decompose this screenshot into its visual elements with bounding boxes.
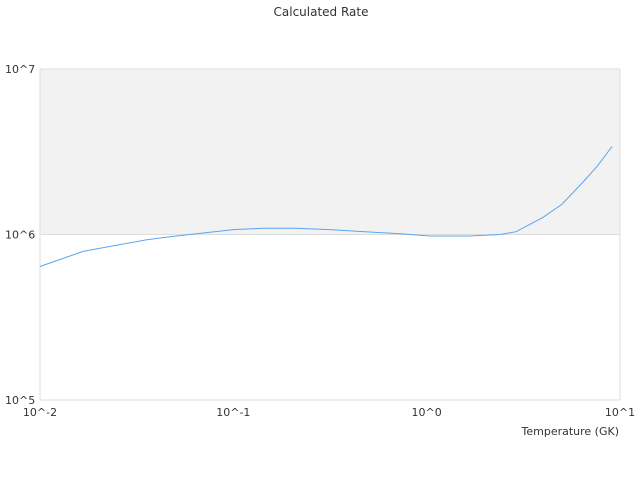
shaded-band	[40, 69, 620, 235]
tick-labels: 10^5 10^6 10^7 10^-2 10^-1 10^0 10^1	[5, 63, 635, 419]
x-tick-label: 10^0	[412, 406, 442, 419]
grid	[39, 68, 621, 401]
chart-title: Calculated Rate	[274, 5, 369, 19]
x-tick-label: 10^-2	[23, 406, 57, 419]
x-tick-label: 10^-1	[216, 406, 250, 419]
x-axis-label: Temperature (GK)	[521, 425, 620, 438]
y-tick-label: 10^5	[5, 394, 35, 407]
series-line	[39, 146, 613, 267]
y-tick-label: 10^7	[5, 63, 35, 76]
y-tick-label: 10^6	[5, 229, 35, 242]
x-tick-label: 10^1	[605, 406, 635, 419]
